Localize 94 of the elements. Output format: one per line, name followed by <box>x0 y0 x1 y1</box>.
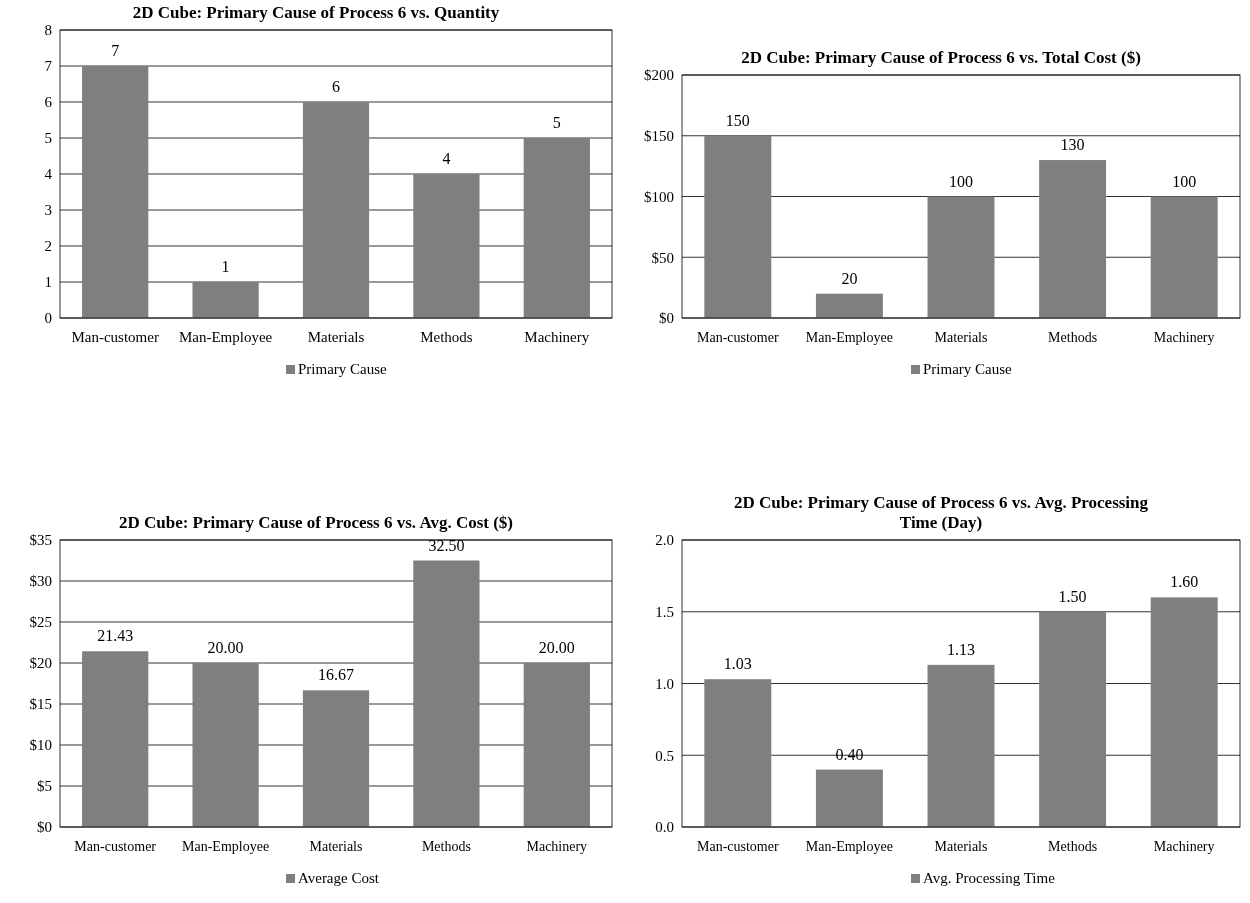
legend-label: Avg. Processing Time <box>923 870 1056 886</box>
legend-label: Primary Cause <box>298 361 388 377</box>
data-label: 1.13 <box>947 640 975 658</box>
y-tick-label: 4 <box>44 166 53 183</box>
data-label: 16.67 <box>318 666 354 684</box>
bar <box>1039 611 1107 827</box>
data-label: 130 <box>1060 136 1085 154</box>
y-tick-label: $100 <box>644 188 674 205</box>
y-tick-label: 2 <box>44 238 52 255</box>
y-tick-label: 1 <box>44 274 52 291</box>
bar <box>1150 597 1218 827</box>
x-tick-label: Methods <box>1048 330 1098 345</box>
y-tick-label: $35 <box>29 532 52 549</box>
x-tick-label: Materials <box>307 329 365 345</box>
legend-label: Average Cost <box>298 870 380 886</box>
x-tick-label: Methods <box>420 329 473 345</box>
y-tick-label: $150 <box>644 128 674 144</box>
x-tick-label: Man-customer <box>696 839 779 854</box>
x-tick-label: Machinery <box>524 329 590 345</box>
x-tick-label: Man-customer <box>71 329 159 345</box>
x-tick-label: Methods <box>1048 839 1098 854</box>
y-tick-label: 5 <box>44 130 52 147</box>
y-tick-label: $5 <box>37 778 52 795</box>
y-tick-label: 3 <box>44 202 52 219</box>
y-tick-label: 2.0 <box>655 532 674 549</box>
chart-title: 2D Cube: Primary Cause of Process 6 vs. Avg. Processing Time (Day) <box>733 493 1149 532</box>
y-tick-label: $50 <box>651 249 674 266</box>
bar <box>192 282 259 318</box>
data-label: 1.60 <box>1170 573 1199 591</box>
bar <box>1039 160 1107 318</box>
x-tick-label: Man-Employee <box>805 839 893 854</box>
bar <box>82 66 149 318</box>
x-tick-label: Man-Employee <box>178 329 273 345</box>
bar <box>1150 196 1218 318</box>
y-tick-label: $200 <box>644 67 674 84</box>
data-label: 20.00 <box>207 639 244 656</box>
bar <box>413 560 480 827</box>
x-tick-label: Man-customer <box>74 839 157 854</box>
y-tick-label: $10 <box>29 737 52 754</box>
x-tick-label: Man-Employee <box>182 839 270 854</box>
x-tick-label: Materials <box>934 839 988 854</box>
y-tick-label: $0 <box>37 819 52 836</box>
x-tick-label: Man-customer <box>696 330 779 345</box>
x-tick-label: Methods <box>421 839 471 854</box>
y-tick-label: $25 <box>29 614 52 631</box>
bar <box>302 690 370 827</box>
bar <box>927 196 995 318</box>
x-tick-label: Man-Employee <box>805 330 893 345</box>
data-label: 32.50 <box>428 536 465 554</box>
y-tick-label: 0.0 <box>655 819 674 836</box>
x-tick-label: Machinery <box>1153 330 1215 345</box>
y-tick-label: $30 <box>29 573 52 590</box>
bar <box>704 679 772 827</box>
y-tick-label: 0 <box>44 310 52 327</box>
x-tick-label: Materials <box>309 839 363 854</box>
bar <box>815 769 883 827</box>
x-tick-label: Machinery <box>526 839 588 854</box>
y-tick-label: $20 <box>29 655 52 672</box>
bar <box>704 135 772 318</box>
data-label: 4 <box>442 150 451 167</box>
y-tick-label: 7 <box>44 58 53 75</box>
data-label: 1 <box>221 258 230 275</box>
bar <box>302 102 370 318</box>
chart-title: 2D Cube: Primary Cause of Process 6 vs. Total Cost ($) <box>741 48 1141 67</box>
bar <box>523 663 590 827</box>
y-tick-label: 1.5 <box>655 604 674 620</box>
y-tick-label: 1.0 <box>655 675 674 692</box>
data-label: 7 <box>111 42 120 59</box>
bar <box>927 664 995 827</box>
data-label: 100 <box>949 172 973 190</box>
y-tick-label: $0 <box>659 310 674 327</box>
y-tick-label: 6 <box>44 94 53 111</box>
bar <box>413 174 480 318</box>
data-label: 100 <box>1172 172 1197 190</box>
data-label: 6 <box>332 78 340 95</box>
bar <box>192 663 259 827</box>
data-label: 20.00 <box>538 639 575 656</box>
data-label: 150 <box>725 111 750 129</box>
y-tick-label: 0.5 <box>655 747 674 764</box>
data-label: 5 <box>552 114 561 131</box>
y-tick-label: $15 <box>29 696 52 713</box>
bar <box>82 651 149 827</box>
data-label: 1.50 <box>1058 587 1087 605</box>
x-tick-label: Materials <box>934 330 988 345</box>
x-tick-label: Machinery <box>1153 839 1215 854</box>
data-label: 1.03 <box>723 655 752 673</box>
y-tick-label: 8 <box>44 22 52 39</box>
data-label: 21.43 <box>97 627 134 645</box>
chart-title: 2D Cube: Primary Cause of Process 6 vs. Avg. Cost ($) <box>118 513 514 532</box>
bar <box>523 138 590 318</box>
chart-title: 2D Cube: Primary Cause of Process 6 vs. Quantity <box>132 3 500 22</box>
bar <box>815 293 883 318</box>
legend-label: Primary Cause <box>923 361 1013 377</box>
data-label: 20 <box>841 269 858 287</box>
